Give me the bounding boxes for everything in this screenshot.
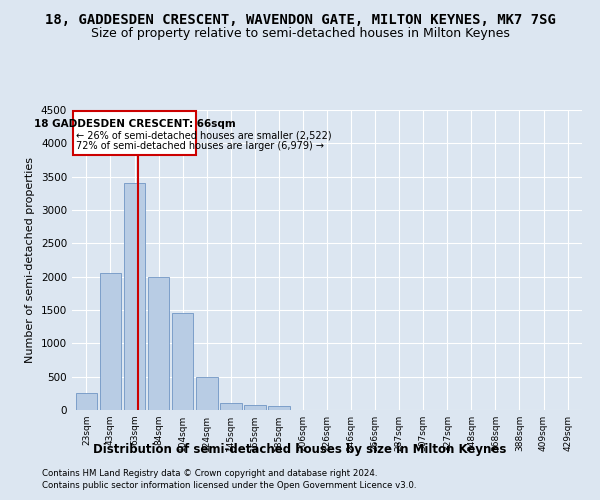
Text: Contains public sector information licensed under the Open Government Licence v3: Contains public sector information licen…: [42, 481, 416, 490]
Text: 18, GADDESDEN CRESCENT, WAVENDON GATE, MILTON KEYNES, MK7 7SG: 18, GADDESDEN CRESCENT, WAVENDON GATE, M…: [44, 12, 556, 26]
Bar: [73, 112, 196, 156]
Bar: [220, 404, 242, 410]
Bar: [196, 376, 218, 410]
Bar: [172, 314, 193, 410]
Bar: [100, 274, 121, 410]
Text: 18 GADDESDEN CRESCENT: 66sqm: 18 GADDESDEN CRESCENT: 66sqm: [34, 120, 235, 130]
Text: Contains HM Land Registry data © Crown copyright and database right 2024.: Contains HM Land Registry data © Crown c…: [42, 468, 377, 477]
Text: ← 26% of semi-detached houses are smaller (2,522): ← 26% of semi-detached houses are smalle…: [76, 130, 331, 140]
Text: Distribution of semi-detached houses by size in Milton Keynes: Distribution of semi-detached houses by …: [94, 442, 506, 456]
Bar: [148, 276, 169, 410]
Bar: [244, 405, 266, 410]
Bar: [76, 394, 97, 410]
Text: Size of property relative to semi-detached houses in Milton Keynes: Size of property relative to semi-detach…: [91, 28, 509, 40]
Bar: [124, 184, 145, 410]
Bar: [268, 406, 290, 410]
Text: 72% of semi-detached houses are larger (6,979) →: 72% of semi-detached houses are larger (…: [76, 140, 323, 150]
Y-axis label: Number of semi-detached properties: Number of semi-detached properties: [25, 157, 35, 363]
